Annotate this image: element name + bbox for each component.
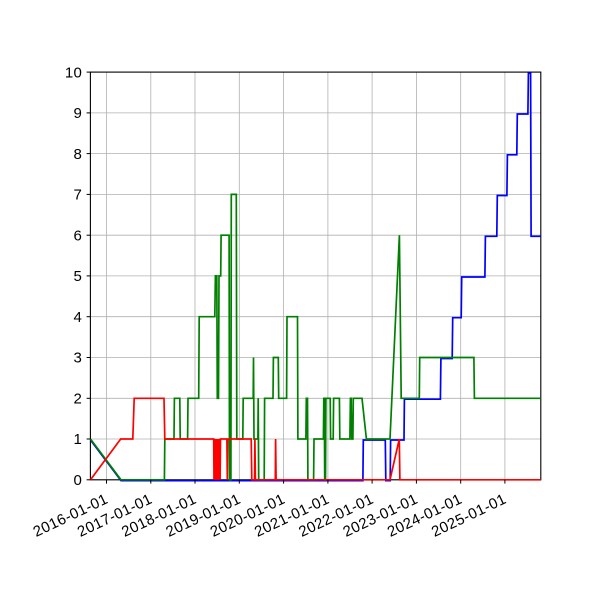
svg-text:1: 1 <box>73 431 82 448</box>
svg-text:4: 4 <box>73 309 82 326</box>
svg-text:2: 2 <box>73 391 82 408</box>
svg-text:5: 5 <box>73 268 82 285</box>
svg-text:7: 7 <box>73 187 82 204</box>
svg-text:0: 0 <box>73 472 82 489</box>
svg-text:8: 8 <box>73 146 82 163</box>
svg-text:3: 3 <box>73 350 82 367</box>
svg-text:10: 10 <box>65 64 82 81</box>
svg-text:6: 6 <box>73 227 82 244</box>
svg-text:9: 9 <box>73 105 82 122</box>
